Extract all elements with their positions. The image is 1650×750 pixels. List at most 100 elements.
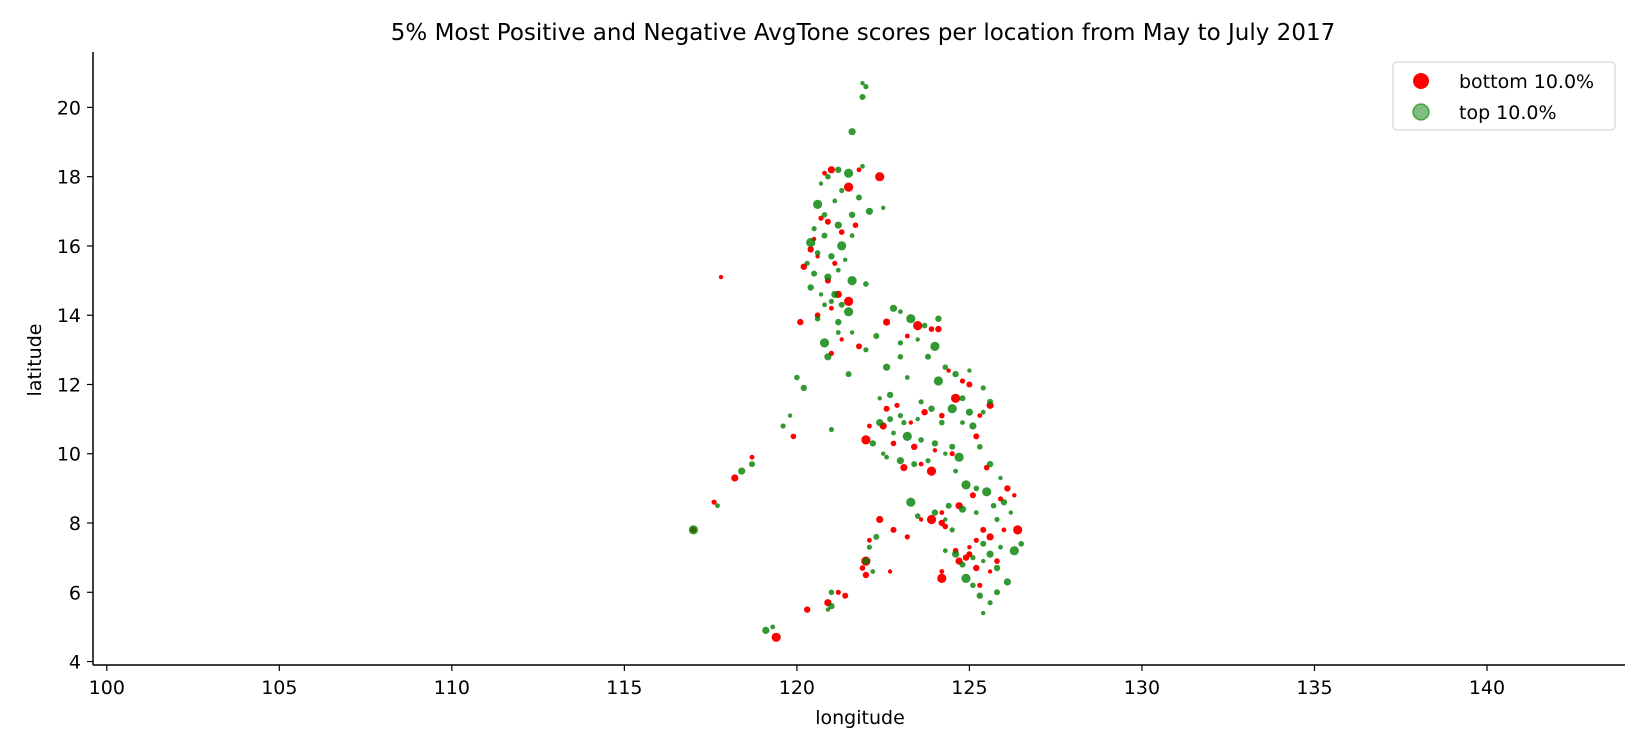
scatter-point: [891, 430, 896, 436]
x-tick-label: 140: [1469, 677, 1505, 699]
scatter-point: [863, 84, 869, 90]
scatter-point: [945, 502, 952, 509]
scatter-point: [860, 163, 865, 169]
scatter-point: [890, 526, 897, 533]
scatter-point: [806, 237, 816, 248]
scatter-point: [998, 475, 1003, 481]
x-tick-label: 120: [779, 677, 815, 699]
y-tick-label: 18: [57, 167, 81, 189]
scatter-point: [814, 315, 821, 322]
scatter-point: [814, 250, 821, 256]
scatter-point: [715, 503, 720, 509]
scatter-point: [981, 610, 986, 616]
scatter-point: [987, 398, 994, 405]
scatter-point: [794, 374, 800, 381]
scatter-point: [958, 505, 967, 513]
scatter-point: [967, 545, 972, 550]
scatter-point: [902, 431, 912, 441]
scatter-point: [856, 167, 862, 173]
scatter-point: [918, 399, 924, 405]
y-ticks: 4 6 8 10 12 14 16 18 20: [57, 97, 93, 674]
scatter-point: [894, 402, 900, 408]
scatter-point: [980, 526, 987, 533]
scatter-point: [881, 451, 886, 456]
scatter-point: [859, 94, 866, 100]
scatter-point: [881, 205, 886, 210]
scatter-point: [931, 509, 939, 516]
scatter-point: [842, 592, 849, 599]
x-tick-label: 130: [1124, 677, 1160, 699]
y-tick-label: 12: [57, 374, 81, 396]
scatter-point: [811, 226, 817, 232]
scatter-point: [870, 569, 876, 574]
scatter-point: [949, 527, 955, 533]
scatter-point: [797, 318, 804, 326]
scatter-point: [939, 510, 945, 515]
scatter-point: [943, 517, 948, 522]
scatter-point: [688, 525, 699, 535]
scatter-point: [987, 569, 993, 574]
scatter-point: [952, 550, 960, 558]
scatter-point: [939, 569, 945, 574]
scatter-point: [1000, 499, 1008, 506]
scatter-point: [986, 460, 994, 468]
scatter-point: [780, 423, 786, 429]
scatter-point: [832, 260, 838, 266]
scatter-point: [960, 420, 965, 425]
scatter-point: [961, 573, 971, 584]
scatter-point: [897, 340, 904, 346]
scatter-point: [825, 607, 831, 612]
scatter-point: [848, 128, 856, 136]
scatter-point: [807, 284, 814, 291]
scatter-point: [935, 325, 942, 333]
scatter-point: [1009, 546, 1019, 556]
scatter-point: [790, 433, 797, 440]
scatter-point: [835, 318, 842, 326]
scatter-point: [861, 435, 871, 445]
scatter-point: [954, 452, 964, 462]
scatter-point: [982, 487, 992, 497]
scatter-point: [939, 419, 945, 426]
scatter-point: [807, 246, 814, 253]
scatter-point: [930, 341, 940, 351]
scatter-point: [966, 381, 973, 388]
scatter-point: [828, 602, 835, 610]
scatter-point: [828, 426, 835, 433]
scatter-point: [918, 461, 924, 467]
y-tick-label: 6: [69, 582, 81, 604]
scatter-point: [914, 513, 921, 519]
x-tick-label: 105: [261, 677, 297, 699]
scatter-point: [834, 221, 842, 229]
scatter-point: [848, 211, 856, 218]
scatter-point: [926, 466, 937, 476]
scatter-point: [987, 600, 993, 606]
scatter-point: [873, 533, 880, 540]
scatter-point: [959, 378, 966, 384]
scatter-point: [904, 375, 910, 380]
scatter-point: [986, 533, 994, 541]
scatter-point: [835, 267, 841, 273]
scatter-point: [847, 276, 857, 286]
scatter-point: [711, 499, 717, 505]
scatter-point: [813, 199, 823, 209]
scatter-point: [981, 558, 986, 564]
scatter-point: [835, 330, 841, 335]
scatter-point: [831, 290, 839, 298]
scatter-point: [849, 233, 855, 239]
scatter-point: [818, 215, 824, 221]
scatter-point: [904, 534, 910, 540]
scatter-point: [889, 304, 898, 312]
scatter-point: [818, 181, 824, 186]
scatter-point: [935, 315, 942, 322]
scatter-point: [980, 540, 987, 547]
scatter-point: [980, 385, 986, 391]
scatter-point: [835, 166, 842, 173]
scatter-point: [844, 182, 854, 192]
scatter-point: [1003, 578, 1012, 586]
scatter-point: [900, 464, 908, 472]
scatter-point: [856, 194, 862, 201]
scatter-point: [1001, 527, 1007, 533]
scatter-point: [949, 443, 956, 450]
scatter-point: [821, 212, 828, 218]
scatter-point: [918, 437, 924, 443]
